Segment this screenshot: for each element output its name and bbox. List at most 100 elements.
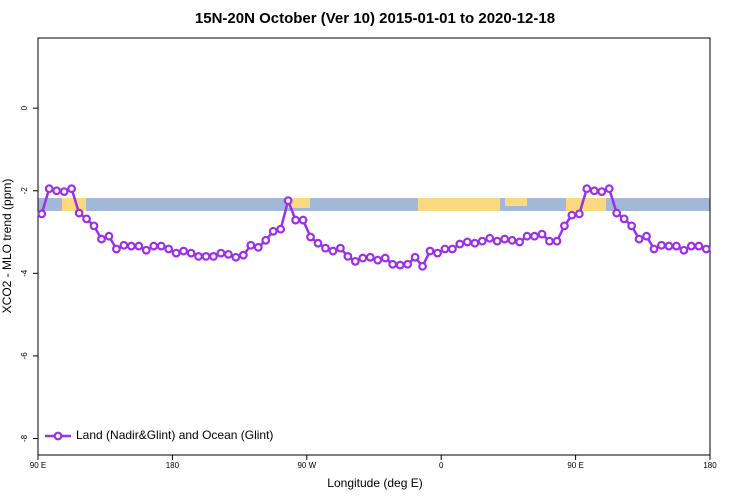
point: [97, 234, 106, 244]
point: [261, 235, 271, 245]
point: [642, 231, 651, 241]
land-patch: [286, 198, 310, 208]
y-tick-label: -8: [20, 434, 29, 442]
point: [530, 231, 539, 241]
point: [455, 239, 465, 249]
point: [134, 241, 144, 251]
point: [268, 226, 278, 236]
point: [156, 241, 166, 251]
point: [694, 241, 704, 251]
point: [627, 221, 636, 231]
point: [119, 240, 129, 250]
x-tick-label: 90 W: [297, 461, 316, 470]
point: [574, 209, 584, 219]
point: [141, 245, 151, 255]
point: [306, 232, 315, 242]
plot-frame: [37, 37, 711, 456]
point: [291, 215, 301, 225]
y-tick-label: -2: [20, 187, 29, 195]
x-tick-label: 90 E: [567, 461, 583, 470]
point: [500, 234, 510, 244]
land-ocean-band: [38, 198, 710, 211]
land-patch: [62, 198, 86, 211]
point: [216, 248, 226, 258]
point: [350, 256, 360, 266]
point: [149, 241, 159, 251]
point: [664, 241, 674, 251]
point: [201, 252, 211, 261]
point: [701, 244, 711, 254]
point: [477, 236, 487, 246]
land-patch: [505, 198, 527, 206]
point: [328, 246, 338, 256]
point: [104, 231, 114, 241]
point: [388, 259, 398, 269]
point: [507, 235, 517, 245]
point: [433, 248, 442, 258]
point: [343, 252, 353, 261]
point: [582, 184, 592, 194]
point: [619, 214, 629, 224]
point: [425, 246, 435, 256]
x-tick-label: 180: [166, 461, 180, 470]
point: [179, 246, 189, 256]
point: [657, 240, 666, 250]
point: [321, 243, 330, 253]
point: [253, 242, 263, 252]
point: [365, 252, 375, 262]
x-tick-label: 0: [439, 461, 444, 470]
point: [74, 208, 84, 218]
point: [298, 215, 308, 225]
x-tick-label: 90 E: [30, 461, 46, 470]
point: [679, 245, 689, 255]
point: [395, 260, 405, 270]
point: [440, 244, 450, 254]
point: [231, 252, 241, 262]
point: [649, 244, 659, 254]
point: [612, 208, 622, 218]
point: [44, 184, 54, 194]
x-axis-label: Longitude (deg E): [327, 476, 422, 490]
point: [686, 241, 696, 251]
point: [515, 237, 524, 247]
point: [358, 253, 368, 263]
point: [82, 214, 91, 224]
legend-marker: [53, 431, 63, 441]
point: [171, 248, 181, 258]
point: [545, 236, 554, 246]
point: [89, 221, 99, 231]
land-patch: [566, 198, 606, 211]
point: [597, 187, 607, 196]
point: [283, 196, 293, 206]
point: [223, 249, 233, 259]
point: [209, 252, 218, 261]
point: [164, 244, 174, 254]
ocean-band: [38, 198, 710, 211]
point: [52, 186, 62, 196]
point: [552, 236, 562, 246]
chart-title: 15N-20N October (Ver 10) 2015-01-01 to 2…: [195, 10, 555, 27]
point: [462, 237, 472, 247]
point: [67, 184, 76, 194]
point: [567, 210, 577, 220]
point: [59, 187, 69, 196]
point: [537, 229, 547, 239]
point: [380, 253, 390, 263]
point: [634, 234, 644, 244]
point: [589, 186, 599, 196]
y-tick-label: -6: [20, 352, 29, 360]
point: [410, 252, 420, 262]
point: [373, 255, 383, 265]
point: [336, 243, 345, 253]
y-axis-label: XCO2 - MLO trend (ppm): [0, 179, 14, 314]
point: [186, 248, 196, 258]
point: [470, 238, 480, 248]
legend-label: Land (Nadir&Glint) and Ocean (Glint): [76, 428, 273, 442]
point: [403, 259, 413, 269]
point: [246, 240, 256, 250]
point: [560, 221, 569, 231]
x-tick-label: 180: [703, 461, 717, 470]
point: [37, 209, 47, 219]
point: [522, 231, 532, 241]
